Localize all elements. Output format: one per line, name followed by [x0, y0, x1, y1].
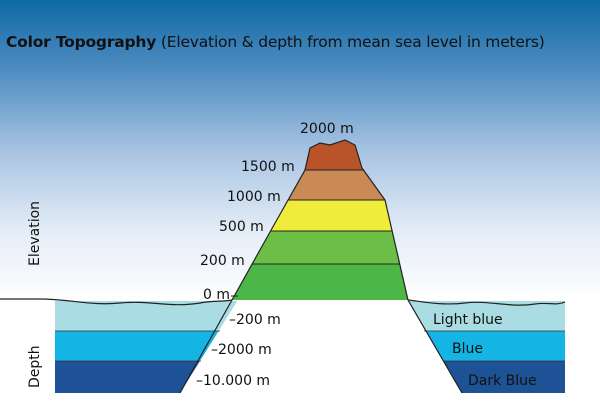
label-minus-10000m: –10.000 m [196, 373, 271, 389]
light-blue-band-left [55, 301, 240, 331]
axis-label-elevation: Elevation [27, 200, 43, 266]
title-bold: Color Topography [6, 33, 157, 51]
label-blue: Blue [452, 341, 483, 357]
label-minus-200m: –200 m [229, 312, 281, 328]
mountain-outline [179, 139, 463, 394]
diagram-title: Color Topography (Elevation & depth from… [6, 33, 545, 51]
label-minus-2000m: –2000 m [211, 342, 272, 358]
mountain-bands [232, 140, 408, 300]
axis-label-depth: Depth [27, 345, 43, 388]
seabed-left [0, 300, 250, 415]
label-dark-blue: Dark Blue [468, 373, 537, 389]
label-1500m: 1500 m [241, 159, 295, 175]
label-1000m: 1000 m [227, 189, 281, 205]
band-0-200 [232, 264, 408, 300]
label-200m: 200 m [200, 253, 245, 269]
light-blue-band-right [400, 301, 565, 331]
label-2000m: 2000 m [300, 121, 354, 137]
label-0m: 0 m [203, 287, 230, 303]
label-light-blue: Light blue [433, 312, 503, 328]
title-subtitle: (Elevation & depth from mean sea level i… [160, 33, 545, 51]
sea-level-line [0, 298, 566, 306]
seabed-right [395, 300, 600, 415]
label-500m: 500 m [219, 219, 264, 235]
